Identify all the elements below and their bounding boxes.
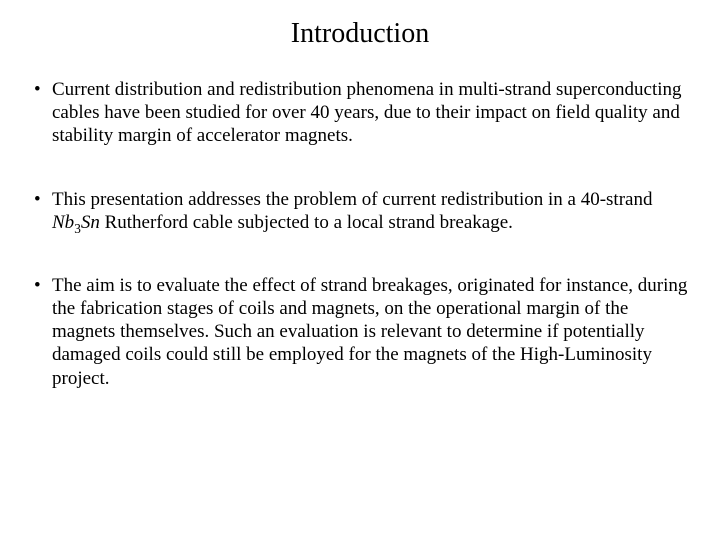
formula-sn: Sn (81, 212, 100, 233)
bullet-text-pre: This presentation addresses the problem … (52, 189, 652, 210)
bullet-item: This presentation addresses the problem … (30, 188, 690, 234)
bullet-item: Current distribution and redistribution … (30, 78, 690, 148)
bullet-list: Current distribution and redistribution … (30, 78, 690, 390)
bullet-text: Current distribution and redistribution … (52, 79, 682, 146)
slide-title: Introduction (30, 18, 690, 50)
formula-sub: 3 (74, 220, 81, 235)
bullet-text-post: Rutherford cable subjected to a local st… (100, 212, 513, 233)
formula-nb: Nb (52, 212, 74, 233)
bullet-item: The aim is to evaluate the effect of str… (30, 274, 690, 390)
slide: Introduction Current distribution and re… (0, 0, 720, 540)
bullet-text: The aim is to evaluate the effect of str… (52, 275, 687, 389)
